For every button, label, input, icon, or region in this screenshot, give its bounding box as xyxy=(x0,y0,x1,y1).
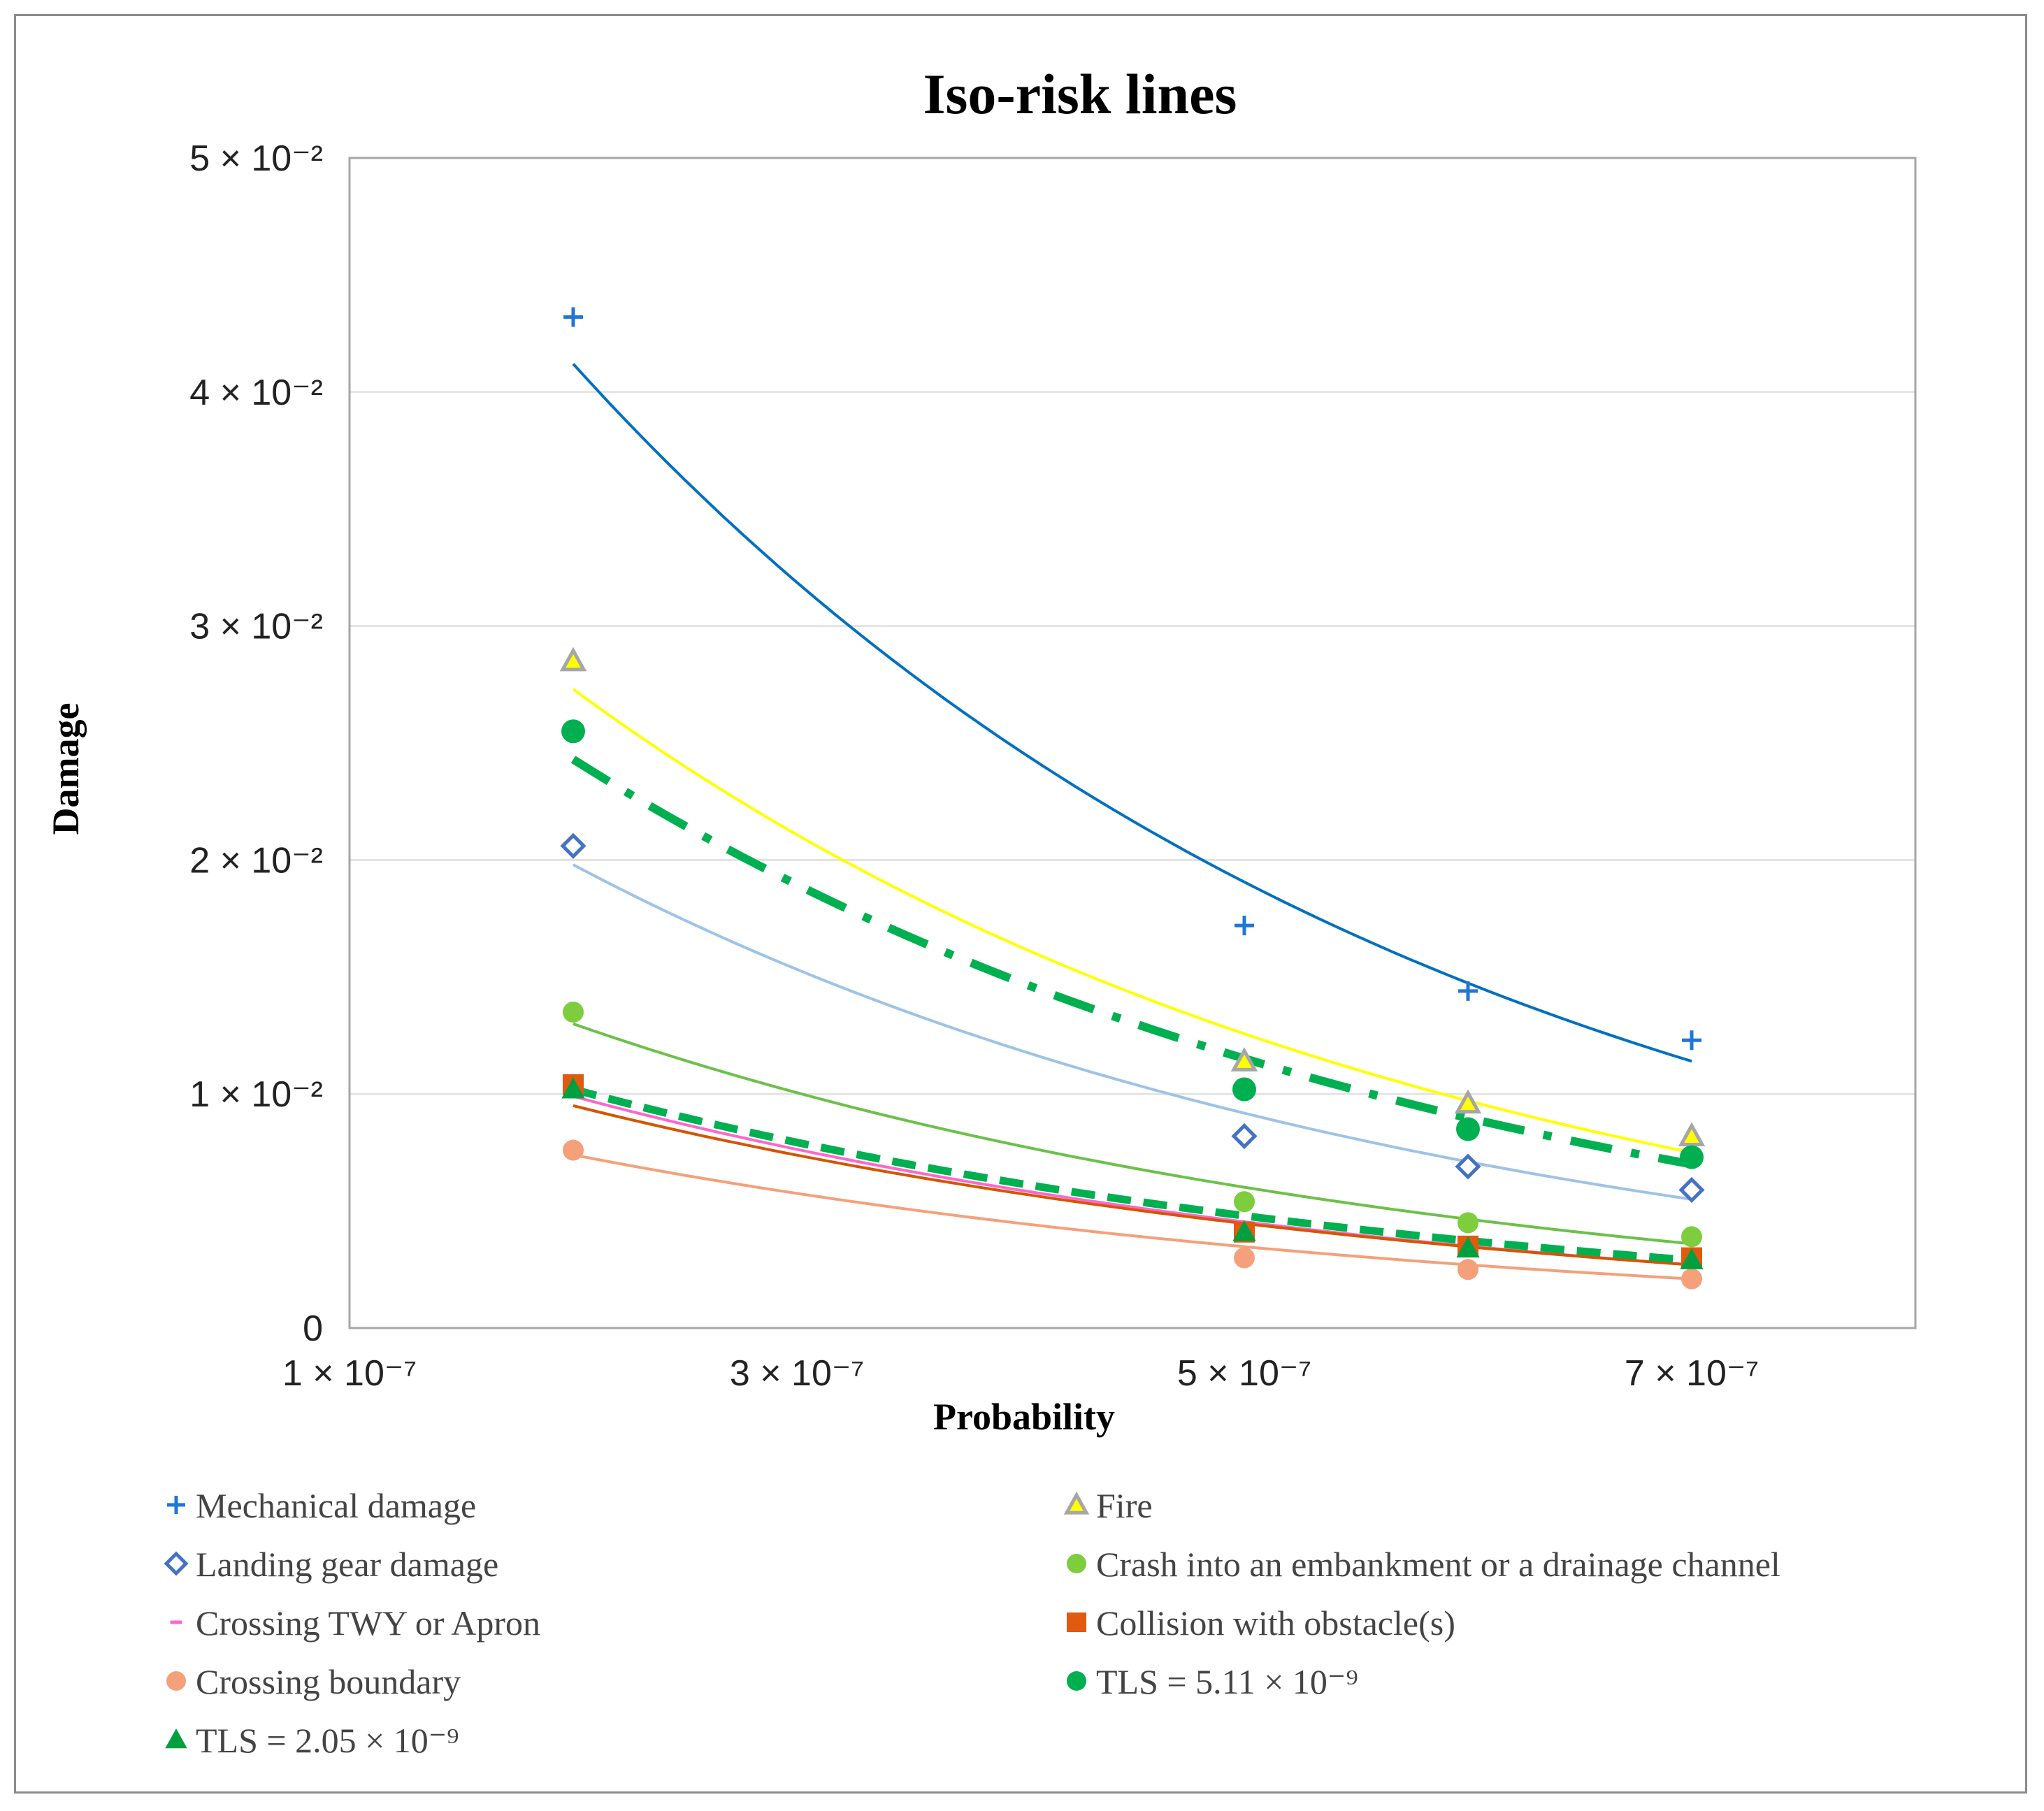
gridlines xyxy=(350,391,1915,1095)
legend-item: Mechanical damage xyxy=(167,1486,476,1525)
trend-line xyxy=(570,756,1693,1169)
plot-area xyxy=(348,157,1917,1329)
y-tick-label: 0 xyxy=(303,1308,323,1349)
data-point xyxy=(1458,1259,1478,1280)
x-tick-label: 3 × 10⁻⁷ xyxy=(730,1353,864,1394)
data-point xyxy=(563,307,583,327)
y-tick-label: 2 × 10⁻² xyxy=(189,840,323,881)
data-point xyxy=(1067,1554,1086,1573)
trend-line xyxy=(573,1095,1692,1267)
data-point xyxy=(1232,1220,1256,1241)
legend-label: Fire xyxy=(1096,1486,1153,1525)
data-point xyxy=(1230,1047,1258,1072)
data-point xyxy=(563,1002,584,1023)
data-point xyxy=(1455,1153,1481,1180)
data-point xyxy=(1680,1248,1704,1269)
data-point xyxy=(1681,1268,1702,1290)
data-point xyxy=(559,647,587,672)
data-point xyxy=(166,1671,186,1691)
legend-label: Crossing TWY or Apron xyxy=(196,1603,540,1643)
data-point xyxy=(1234,1191,1255,1213)
legend-label: Crash into an embankment or a drainage c… xyxy=(1096,1545,1780,1584)
data-point xyxy=(1067,1671,1086,1691)
x-tick-label: 5 × 10⁻⁷ xyxy=(1177,1353,1311,1394)
legend-item: Landing gear damage xyxy=(164,1545,498,1584)
trend-line xyxy=(573,1104,1692,1267)
legend-label: Mechanical damage xyxy=(196,1486,476,1525)
y-tick-label: 1 × 10⁻² xyxy=(189,1074,323,1115)
legend-label: Landing gear damage xyxy=(196,1545,498,1584)
data-point xyxy=(1678,1176,1705,1204)
data-point xyxy=(1682,1030,1701,1051)
legend-item: TLS = 2.05 × 10⁻⁹ xyxy=(165,1721,459,1760)
data-point xyxy=(165,1728,187,1749)
data-point xyxy=(1678,1122,1706,1146)
data-point xyxy=(164,1551,189,1576)
data-point xyxy=(560,832,586,859)
data-point xyxy=(1454,1089,1482,1114)
y-axis-ticks: 0 1 × 10⁻² 2 × 10⁻² 3 × 10⁻² 4 × 10⁻² 5 × 10⁻… xyxy=(189,138,323,1349)
trend-line xyxy=(573,1022,1692,1246)
data-point xyxy=(167,1496,185,1514)
legend-label: TLS = 2.05 × 10⁻⁹ xyxy=(196,1721,459,1760)
data-point xyxy=(1232,1077,1256,1102)
y-tick-label: 5 × 10⁻² xyxy=(189,138,323,179)
legend-item: Fire xyxy=(1063,1486,1153,1525)
data-point xyxy=(1458,1212,1478,1234)
data-point xyxy=(561,1077,585,1099)
legend-label: TLS = 5.11 × 10⁻⁹ xyxy=(1096,1662,1358,1701)
data-point xyxy=(1063,1491,1090,1515)
trend-line xyxy=(572,688,1692,1154)
legend-item: Collision with obstacle(s) xyxy=(1067,1603,1455,1643)
legend-item: Crash into an embankment or a drainage c… xyxy=(1067,1545,1780,1584)
x-tick-label: 7 × 10⁻⁷ xyxy=(1625,1353,1759,1394)
x-axis-ticks: 1 × 10⁻⁷ 3 × 10⁻⁷ 5 × 10⁻⁷ 7 × 10⁻⁷ xyxy=(282,1353,1759,1394)
trend-line xyxy=(572,363,1692,1063)
y-axis-title: Damage xyxy=(45,703,87,835)
y-tick-label: 3 × 10⁻² xyxy=(189,607,323,647)
legend-item: TLS = 5.11 × 10⁻⁹ xyxy=(1067,1662,1358,1701)
data-point xyxy=(561,719,585,744)
legend-item: Crossing boundary xyxy=(166,1662,461,1701)
trend-line xyxy=(572,1085,1692,1264)
data-point xyxy=(1234,1247,1255,1269)
data-point xyxy=(1456,1117,1480,1141)
y-tick-label: 4 × 10⁻² xyxy=(189,373,323,413)
trend-lines xyxy=(570,363,1693,1280)
legend-label: Collision with obstacle(s) xyxy=(1096,1603,1455,1643)
data-point xyxy=(1456,1236,1480,1258)
data-point xyxy=(1458,981,1478,1001)
legend-item: Crossing TWY or Apron xyxy=(170,1603,540,1643)
trend-line xyxy=(573,1153,1692,1280)
x-tick-label: 1 × 10⁻⁷ xyxy=(282,1353,417,1394)
data-point xyxy=(1067,1612,1086,1632)
data-point xyxy=(1235,916,1254,936)
data-point xyxy=(1680,1145,1704,1169)
legend-label: Crossing boundary xyxy=(196,1662,461,1701)
x-axis-title: Probability xyxy=(933,1396,1115,1438)
legend: Mechanical damage Fire Landing gear damage… xyxy=(164,1486,1780,1760)
data-point xyxy=(1231,1123,1258,1149)
data-point xyxy=(1681,1226,1702,1248)
data-point xyxy=(563,1139,584,1161)
chart-title: Iso-risk lines xyxy=(923,62,1237,126)
data-points xyxy=(559,307,1706,1290)
trend-line xyxy=(573,863,1692,1201)
